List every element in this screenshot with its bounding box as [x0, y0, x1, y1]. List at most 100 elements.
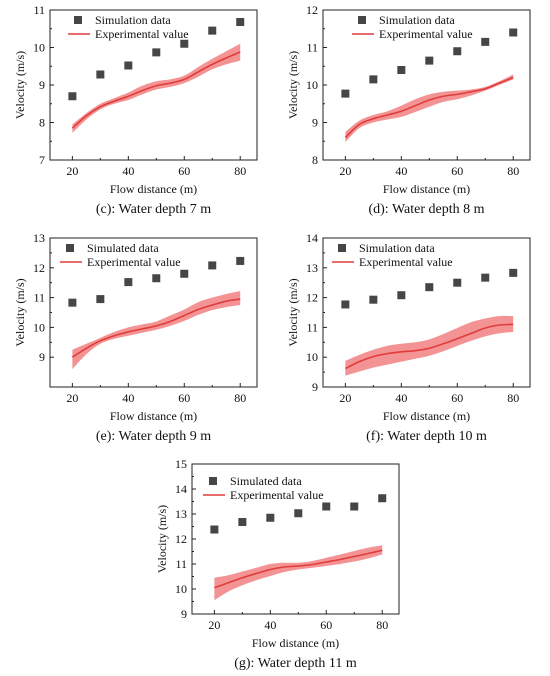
- y-tick-label: 14: [306, 231, 318, 245]
- chart-panel-1: 20 40 60 80 8 9 10 11 12 Flow distance (m) Velocit…: [286, 3, 531, 217]
- scatter-point: [322, 502, 331, 511]
- x-axis-label: Flow distance (m): [110, 182, 197, 196]
- scatter-point: [397, 291, 406, 300]
- scatter-point: [294, 509, 303, 518]
- y-tick-label: 8: [312, 153, 318, 167]
- legend-label: Experimental value: [95, 27, 189, 41]
- y-tick-label: 7: [39, 153, 45, 167]
- scatter-point: [68, 92, 77, 101]
- x-tick-label: 80: [234, 391, 246, 405]
- x-tick-label: 40: [122, 391, 134, 405]
- scatter-point: [397, 66, 406, 74]
- legend-label: Experimental value: [359, 255, 453, 269]
- scatter-point: [124, 61, 133, 70]
- x-axis-label: Flow distance (m): [383, 182, 470, 196]
- scatter-point: [152, 274, 161, 283]
- y-tick-label: 12: [175, 532, 187, 546]
- confidence-band: [214, 545, 383, 601]
- y-tick-label: 10: [175, 582, 187, 596]
- y-tick-label: 11: [33, 291, 45, 305]
- scatter-point: [369, 295, 378, 304]
- experimental-line: [214, 549, 383, 589]
- y-tick-label: 15: [175, 457, 187, 471]
- legend-marker-square: [66, 244, 74, 252]
- legend-label: Simulation data: [95, 13, 171, 27]
- y-tick-label: 12: [306, 291, 318, 305]
- scatter-point: [378, 494, 387, 503]
- y-tick-label: 12: [33, 261, 45, 275]
- y-tick-label: 9: [312, 380, 318, 394]
- confidence-band: [345, 315, 514, 376]
- panel-caption: (e): Water depth 9 m: [96, 429, 211, 444]
- y-tick-label: 9: [181, 607, 187, 621]
- x-tick-label: 80: [507, 391, 519, 405]
- scatter-point: [96, 70, 105, 79]
- x-tick-label: 40: [122, 164, 134, 178]
- scatter-point: [341, 300, 350, 309]
- scatter-point: [208, 261, 217, 270]
- x-tick-label: 20: [339, 164, 351, 178]
- scatter-point: [152, 48, 161, 57]
- x-tick-label: 20: [339, 391, 351, 405]
- y-tick-label: 13: [175, 507, 187, 521]
- experimental-line: [71, 51, 241, 129]
- scatter-point: [124, 278, 133, 287]
- chart-panel-3: 20 40 60 80 9 10 11 12 13 14 Flow distance (m) Velo…: [286, 231, 531, 444]
- legend-label: Experimental value: [230, 488, 324, 502]
- confidence-band: [345, 74, 514, 142]
- y-axis-label: Velocity (m/s): [155, 505, 169, 573]
- x-axis-label: Flow distance (m): [110, 409, 197, 423]
- scatter-point: [238, 518, 247, 526]
- scatter-point: [236, 18, 245, 26]
- scatter-point: [208, 26, 217, 35]
- experimental-line: [345, 323, 514, 370]
- panel-caption: (d): Water depth 8 m: [368, 202, 484, 217]
- x-tick-label: 60: [178, 164, 190, 178]
- experimental-line: [344, 76, 514, 139]
- legend-marker-square: [338, 244, 346, 252]
- legend-label: Simulation data: [379, 13, 455, 27]
- y-tick-label: 11: [306, 320, 318, 334]
- panel-caption: (f): Water depth 10 m: [366, 429, 487, 444]
- scatter-point: [350, 502, 359, 511]
- scatter-point: [369, 75, 378, 84]
- legend-label: Simulated data: [230, 474, 302, 488]
- scatter-point: [481, 37, 490, 46]
- y-tick-label: 12: [306, 3, 318, 17]
- chart-panel-2: 20 40 60 80 9 10 11 12 13 Flow distance (m) Veloci…: [13, 231, 258, 444]
- x-tick-label: 80: [507, 164, 519, 178]
- scatter-point: [425, 56, 434, 65]
- scatter-point: [509, 28, 518, 37]
- scatter-point: [180, 269, 189, 278]
- scatter-point: [453, 47, 462, 56]
- scatter-point: [68, 298, 77, 307]
- legend-label: Experimental value: [379, 27, 473, 41]
- y-tick-label: 9: [39, 78, 45, 92]
- x-axis-label: Flow distance (m): [383, 409, 470, 423]
- chart-panel-4: 20 40 60 80 9 10 11 12 13 14 15 Flow distance (m) Ve…: [155, 457, 400, 671]
- chart-panel-0: 20 40 60 80 7 8 9 10 11 Flow distance (m) Velocity…: [13, 3, 258, 217]
- legend-label: Experimental value: [87, 255, 181, 269]
- x-tick-label: 80: [234, 164, 246, 178]
- scatter-point: [96, 295, 105, 304]
- scatter-point: [453, 278, 462, 287]
- scatter-point: [425, 283, 434, 292]
- scatter-point: [210, 525, 219, 534]
- legend-marker-square: [209, 477, 217, 485]
- x-tick-label: 40: [395, 391, 407, 405]
- confidence-band: [72, 43, 241, 133]
- experimental-line: [71, 298, 241, 358]
- legend-label: Simulation data: [359, 241, 435, 255]
- legend-marker-square: [358, 16, 366, 24]
- x-tick-label: 80: [376, 618, 388, 632]
- x-axis-label: Flow distance (m): [252, 636, 339, 650]
- confidence-band: [72, 291, 241, 370]
- x-tick-label: 60: [178, 391, 190, 405]
- y-axis-label: Velocity (m/s): [13, 278, 27, 346]
- y-tick-label: 14: [175, 482, 187, 496]
- scatter-point: [509, 268, 518, 277]
- y-tick-label: 11: [33, 3, 45, 17]
- x-tick-label: 20: [66, 164, 78, 178]
- y-tick-label: 11: [175, 557, 187, 571]
